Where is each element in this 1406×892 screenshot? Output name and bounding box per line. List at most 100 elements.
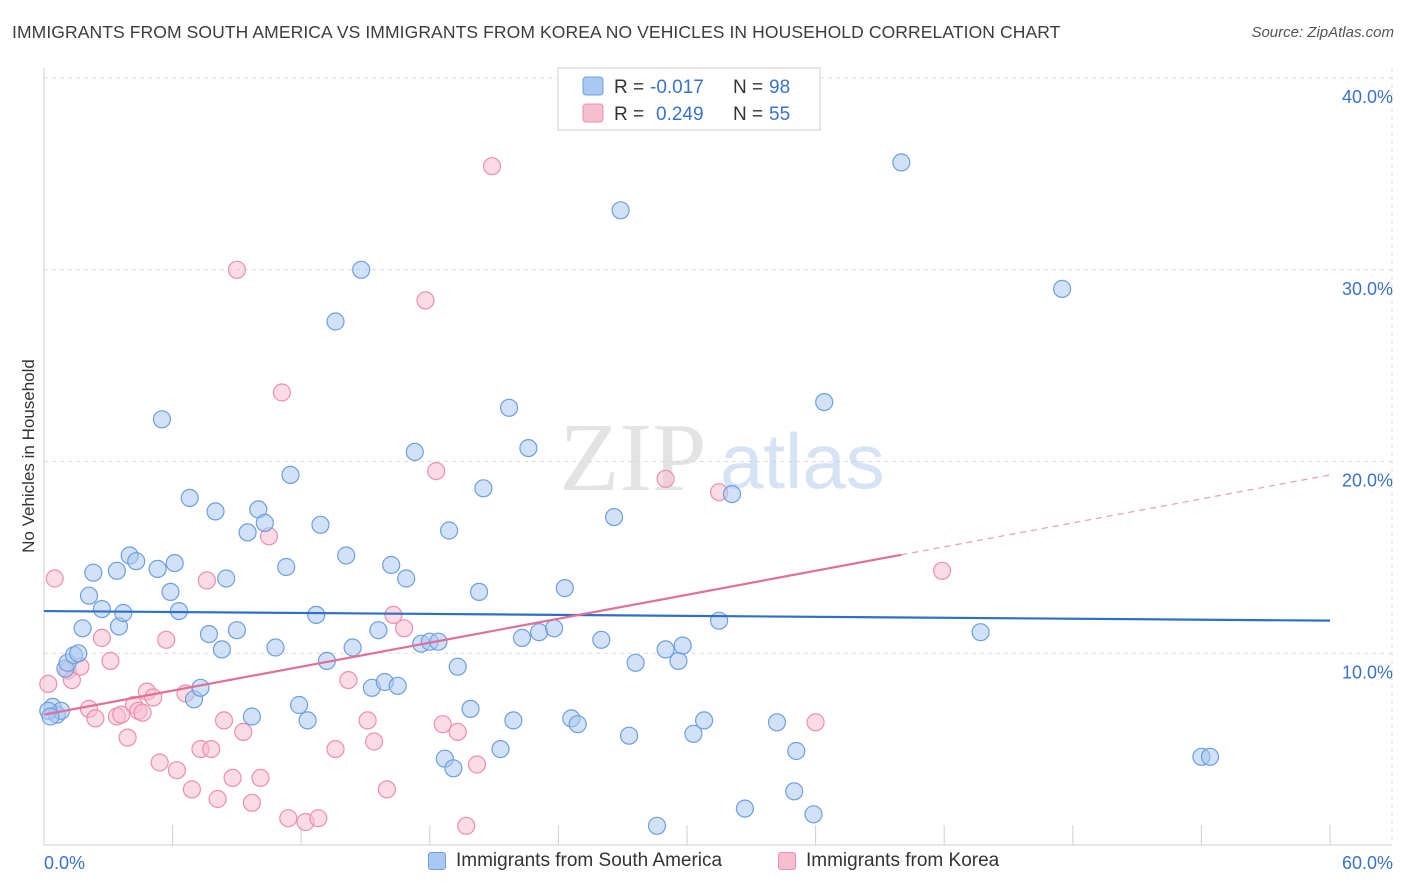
legend-swatch-south-america — [582, 76, 604, 96]
korea-point — [272, 383, 291, 402]
legend-label-korea: Immigrants from Korea — [806, 850, 1000, 871]
legend-swatch-south-america — [428, 852, 446, 870]
korea-point — [309, 809, 328, 828]
korea-point — [326, 739, 345, 759]
south-america-point — [227, 621, 246, 640]
south-america-point — [491, 739, 510, 759]
korea-point — [358, 711, 377, 730]
south-america-point — [555, 578, 574, 598]
korea-point — [448, 722, 467, 742]
y-tick-label: 30.0% — [1342, 279, 1393, 299]
korea-point — [227, 260, 246, 279]
south-america-point — [161, 582, 180, 602]
korea-point — [251, 768, 270, 788]
korea-point — [457, 816, 476, 835]
south-america-point — [787, 741, 806, 761]
korea-point — [433, 715, 452, 734]
korea-point — [86, 709, 105, 728]
legend-r-value-2: 0.249 — [656, 104, 704, 125]
legend-n-value-2: 55 — [769, 104, 790, 125]
south-america-point — [277, 557, 296, 577]
south-america-point — [673, 636, 692, 655]
south-america-point — [405, 442, 424, 461]
south-america-point — [212, 640, 231, 659]
south-america-point — [568, 715, 587, 734]
south-america-point — [500, 398, 519, 417]
legend-r-label-2: R = — [614, 104, 644, 125]
legend-item-korea: Immigrants from Korea — [778, 850, 999, 872]
south-america-point — [461, 699, 480, 719]
legend-swatch-korea — [582, 103, 604, 123]
korea-point — [427, 462, 446, 481]
korea-point — [932, 561, 952, 580]
korea-point — [214, 711, 234, 730]
south-america-point — [326, 312, 345, 331]
korea-point — [150, 753, 169, 772]
korea-point — [242, 793, 261, 812]
south-america-point — [311, 515, 330, 534]
y-axis-label: No Vehicles in Household — [19, 359, 38, 553]
korea-point — [202, 739, 221, 759]
watermark: ZIP atlas — [560, 404, 885, 512]
korea-point — [384, 605, 403, 625]
south-america-point — [619, 726, 639, 745]
grid-layer — [44, 68, 1393, 845]
south-america-point — [180, 488, 199, 507]
korea-point — [118, 728, 137, 747]
south-america-point — [767, 713, 787, 732]
south-america-point — [709, 611, 729, 630]
x-tick-label: 60.0% — [1342, 853, 1393, 873]
korea-point — [234, 722, 253, 742]
korea-point — [395, 619, 414, 638]
korea-points — [39, 157, 952, 835]
y-tick-label: 20.0% — [1342, 471, 1393, 491]
legend-r-value-1: -0.017 — [650, 77, 704, 98]
korea-point — [197, 571, 216, 590]
south-america-point — [84, 563, 103, 582]
south-america-point — [611, 201, 630, 220]
south-america-point — [656, 640, 675, 659]
legend-swatch-korea — [778, 852, 796, 870]
korea-point — [92, 628, 112, 648]
korea-point — [656, 469, 675, 488]
south-america-point — [352, 260, 371, 279]
south-america-point — [971, 623, 990, 642]
south-america-point — [735, 799, 755, 818]
south-america-point — [369, 621, 388, 640]
south-america-point — [337, 546, 356, 565]
south-america-point — [804, 805, 823, 824]
korea-point — [365, 732, 384, 751]
korea-point — [112, 705, 131, 724]
korea-point — [223, 768, 242, 788]
south-america-point — [544, 619, 564, 638]
south-america-point — [892, 153, 911, 172]
legend-n-value-1: 98 — [769, 77, 790, 98]
korea-point — [45, 569, 64, 588]
south-america-point — [165, 553, 184, 573]
south-america-point — [242, 707, 261, 726]
south-america-point — [444, 759, 463, 778]
watermark-atlas: atlas — [720, 417, 885, 505]
south-america-trend-line — [43, 609, 1331, 622]
south-america-point — [307, 605, 326, 625]
korea-point — [279, 809, 298, 828]
south-america-point — [107, 561, 127, 580]
legend-label-south-america: Immigrants from South America — [456, 850, 723, 871]
south-america-point — [1200, 747, 1220, 766]
korea-trend-line-extension — [901, 474, 1331, 556]
trend-lines — [43, 474, 1331, 716]
korea-point — [482, 157, 502, 176]
source-credit: Source: ZipAtlas.com — [1251, 24, 1394, 41]
korea-point — [339, 670, 358, 690]
south-america-point — [669, 651, 688, 671]
south-america-point — [343, 638, 362, 657]
korea-point — [157, 630, 176, 649]
series-legend: Immigrants from South America Immigrants… — [0, 850, 1406, 880]
tick-labels: 10.0% 20.0% 30.0% 40.0% 0.0% 60.0% — [44, 87, 1393, 873]
south-america-point — [684, 724, 703, 743]
south-america-point — [199, 624, 219, 644]
south-america-point — [152, 410, 171, 429]
correlation-legend: R = -0.017 N = 98 R = 0.249 N = 55 — [557, 67, 821, 131]
korea-point — [133, 703, 152, 722]
south-america-point — [79, 586, 99, 605]
